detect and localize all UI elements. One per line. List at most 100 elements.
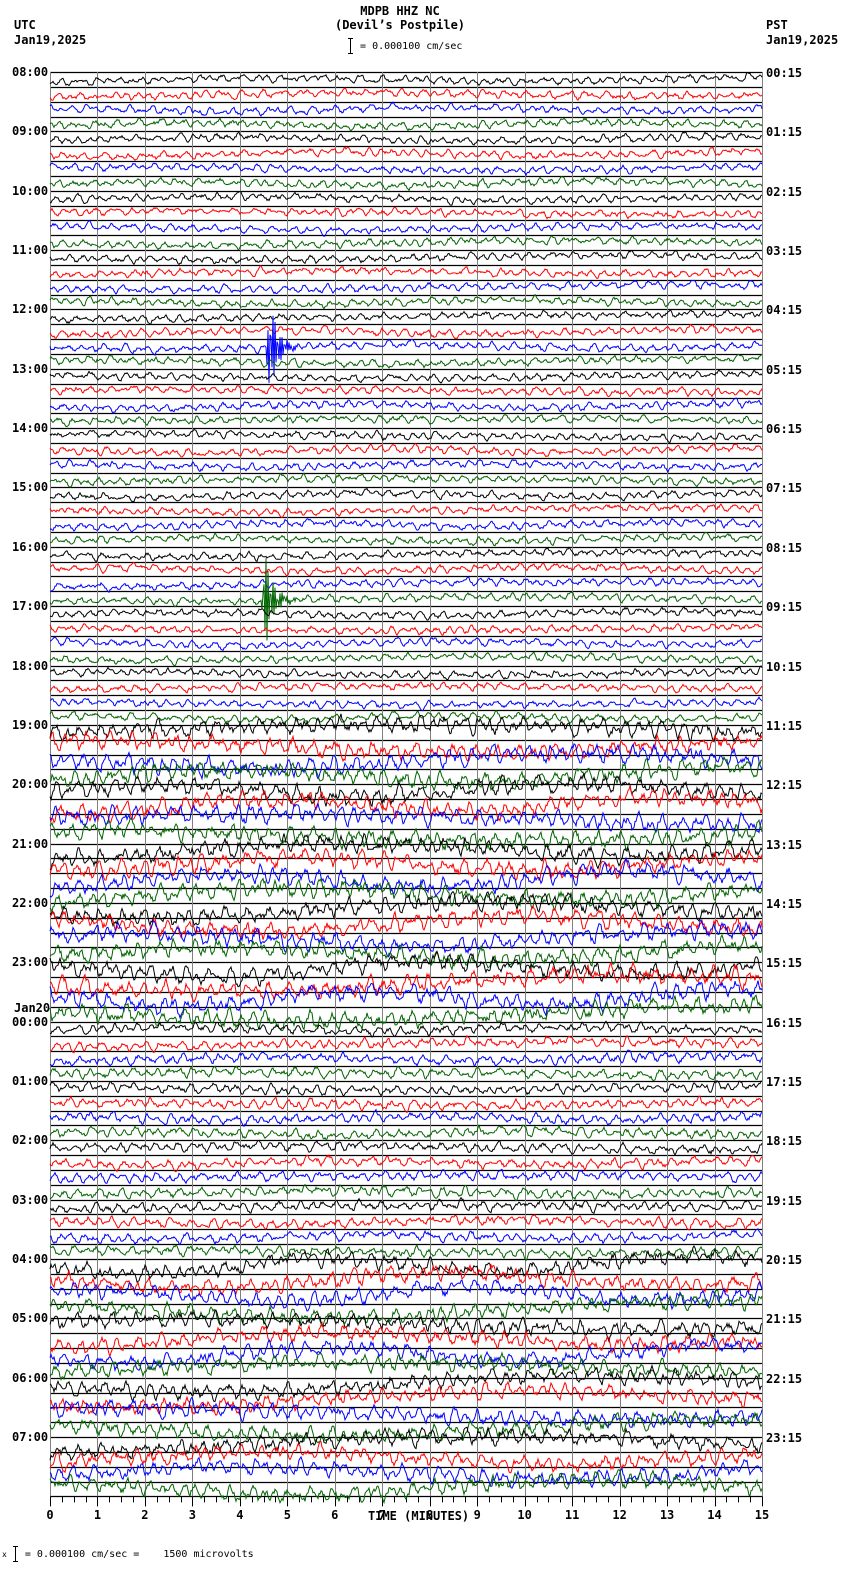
right-hour-label: 19:15 xyxy=(766,1193,803,1208)
x-tick-label: 4 xyxy=(236,1508,244,1523)
left-timezone: UTC xyxy=(14,18,36,32)
right-hour-label: 23:15 xyxy=(766,1431,803,1446)
seismic-trace xyxy=(49,1396,763,1429)
seismic-trace xyxy=(49,1228,763,1246)
left-hour-label: 23:00 xyxy=(12,955,49,970)
seismic-trace xyxy=(49,576,763,593)
right-hour-label: 21:15 xyxy=(766,1312,803,1327)
seismic-trace xyxy=(49,980,763,1020)
seismic-trace xyxy=(50,413,763,428)
scale-bar-icon xyxy=(12,1546,19,1562)
x-tick-label: 1 xyxy=(93,1508,102,1523)
seismic-trace xyxy=(49,856,763,899)
seismic-trace xyxy=(49,1095,763,1114)
seismic-trace xyxy=(49,1168,763,1185)
station-title: MDPB HHZ NC xyxy=(360,4,440,18)
left-hour-label: 00:00 xyxy=(12,1014,49,1029)
right-hour-label: 09:15 xyxy=(766,600,803,615)
seismic-trace xyxy=(49,1196,763,1214)
x-tick-label: 3 xyxy=(188,1508,197,1523)
left-hour-label: 02:00 xyxy=(12,1133,49,1148)
seismic-trace xyxy=(49,1289,763,1328)
left-hour-label: 08:00 xyxy=(12,65,49,79)
x-tick-label: 12 xyxy=(612,1508,627,1523)
seismic-trace xyxy=(49,457,763,474)
x-tick-label: 2 xyxy=(141,1508,149,1523)
left-hour-label: 05:00 xyxy=(12,1311,49,1326)
x-tick-label: 11 xyxy=(564,1508,580,1523)
seismic-trace xyxy=(49,817,763,852)
right-hour-label: 00:15 xyxy=(766,66,803,80)
left-hour-label: 11:00 xyxy=(12,243,49,258)
right-hour-label: 15:15 xyxy=(766,956,803,971)
seismic-trace xyxy=(49,650,763,667)
x-tick-label: 9 xyxy=(473,1508,481,1523)
seismic-trace xyxy=(49,832,763,871)
seismic-trace xyxy=(49,190,763,206)
left-hour-label: 22:00 xyxy=(12,895,49,910)
seismic-trace xyxy=(49,369,763,384)
x-tick-label: 10 xyxy=(517,1508,532,1523)
left-hour-label: 03:00 xyxy=(12,1192,49,1207)
seismic-trace xyxy=(49,1183,763,1202)
left-hour-label: 13:00 xyxy=(12,361,49,376)
seismic-trace xyxy=(49,235,763,251)
right-hour-label: 03:15 xyxy=(766,244,803,259)
x-tick-label: 6 xyxy=(331,1508,339,1523)
left-hour-label: 01:00 xyxy=(12,1073,49,1088)
seismic-trace xyxy=(49,994,763,1032)
seismic-trace xyxy=(49,87,763,102)
seismic-trace xyxy=(49,265,763,280)
seismic-trace xyxy=(49,1034,763,1054)
left-hour-label: 19:00 xyxy=(12,717,49,732)
left-hour-label: 18:00 xyxy=(12,658,49,673)
scale-legend-bottom: x = 0.000100 cm/sec = 1500 microvolts xyxy=(2,1546,254,1562)
left-hour-label: 20:00 xyxy=(12,777,49,792)
seismic-trace xyxy=(49,1108,763,1128)
right-hour-label: 22:15 xyxy=(766,1371,803,1386)
seismic-trace xyxy=(49,487,763,503)
left-hour-label: 12:00 xyxy=(12,302,49,317)
seismic-trace xyxy=(49,442,763,458)
seismic-trace xyxy=(49,1279,763,1312)
scale-legend-top: = 0.000100 cm/sec xyxy=(348,38,462,54)
right-hour-label: 14:15 xyxy=(766,896,803,911)
right-hour-label: 13:15 xyxy=(766,837,803,852)
seismic-trace xyxy=(49,1426,763,1462)
seismic-trace xyxy=(50,531,763,547)
seismic-trace xyxy=(49,1263,763,1297)
seismic-trace xyxy=(49,755,762,792)
seismic-trace xyxy=(49,1309,763,1344)
seismic-trace xyxy=(49,1455,763,1489)
seismic-trace xyxy=(49,561,763,577)
seismic-trace xyxy=(49,1213,763,1231)
date-change-label: Jan20 xyxy=(14,1000,51,1015)
seismic-trace xyxy=(49,279,763,295)
left-hour-label: 21:00 xyxy=(12,836,49,851)
right-hour-label: 18:15 xyxy=(766,1134,803,1149)
seismic-trace xyxy=(49,742,763,781)
seismic-trace xyxy=(49,890,763,928)
seismic-trace xyxy=(49,397,763,414)
scale-bar-icon xyxy=(348,38,354,54)
seismic-trace xyxy=(49,1065,763,1082)
seismic-trace xyxy=(49,665,763,681)
right-hour-label: 11:15 xyxy=(766,718,803,733)
seismic-trace xyxy=(49,1244,763,1262)
seismic-trace xyxy=(49,622,763,637)
seismic-trace xyxy=(49,315,763,383)
seismic-trace xyxy=(49,323,763,340)
seismic-trace xyxy=(49,1321,763,1358)
seismic-trace xyxy=(49,919,763,958)
right-hour-label: 02:15 xyxy=(766,184,803,199)
right-hour-label: 05:15 xyxy=(766,362,803,377)
left-hour-label: 16:00 xyxy=(12,539,49,554)
seismic-trace xyxy=(49,1079,763,1097)
seismic-trace xyxy=(49,220,763,237)
left-hour-label: 17:00 xyxy=(12,599,49,614)
seismic-trace xyxy=(49,1049,763,1068)
scale-legend-bottom-text: = 0.000100 cm/sec = 1500 microvolts xyxy=(24,1549,254,1560)
right-hour-label: 12:15 xyxy=(766,778,803,793)
seismic-trace xyxy=(49,1139,763,1156)
left-hour-label: 10:00 xyxy=(12,183,49,198)
